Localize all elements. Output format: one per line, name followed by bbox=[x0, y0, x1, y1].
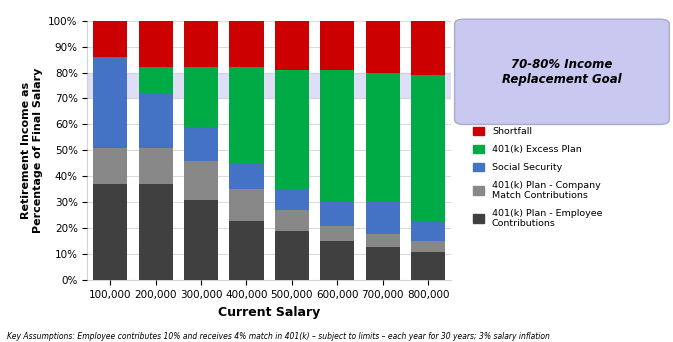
Bar bbox=[184, 67, 218, 127]
Bar bbox=[320, 202, 355, 226]
Bar bbox=[411, 75, 446, 221]
Bar bbox=[275, 210, 309, 231]
Y-axis label: Retirement Income as
Percentage of Final Salary: Retirement Income as Percentage of Final… bbox=[21, 68, 42, 233]
Bar bbox=[275, 21, 309, 70]
Bar bbox=[139, 67, 173, 93]
Bar bbox=[275, 231, 309, 280]
Bar bbox=[93, 148, 127, 184]
Bar bbox=[411, 252, 446, 280]
Bar bbox=[320, 21, 355, 70]
Bar bbox=[229, 189, 264, 221]
Bar bbox=[229, 21, 264, 67]
Legend: Shortfall, 401(k) Excess Plan, Social Security, 401(k) Plan - Company
Match Cont: Shortfall, 401(k) Excess Plan, Social Se… bbox=[470, 124, 605, 231]
Bar bbox=[184, 21, 218, 67]
Bar bbox=[229, 163, 264, 189]
Text: Key Assumptions: Employee contributes 10% and receives 4% match in 401(k) – subj: Key Assumptions: Employee contributes 10… bbox=[7, 332, 550, 342]
Bar bbox=[411, 241, 446, 252]
Bar bbox=[365, 73, 400, 202]
Bar bbox=[320, 241, 355, 280]
Bar bbox=[365, 202, 400, 234]
Bar bbox=[139, 93, 173, 148]
Bar bbox=[275, 189, 309, 210]
Bar bbox=[139, 148, 173, 184]
Bar bbox=[275, 70, 309, 189]
Bar bbox=[411, 21, 446, 75]
Bar bbox=[93, 21, 127, 57]
Bar bbox=[184, 127, 218, 161]
Bar bbox=[365, 234, 400, 247]
Bar bbox=[365, 247, 400, 280]
Bar bbox=[87, 73, 451, 98]
Bar bbox=[93, 184, 127, 280]
Bar bbox=[93, 57, 127, 148]
Bar bbox=[320, 226, 355, 241]
Bar bbox=[411, 221, 446, 241]
Bar bbox=[139, 21, 173, 67]
Bar bbox=[365, 21, 400, 73]
Bar bbox=[229, 67, 264, 163]
FancyBboxPatch shape bbox=[454, 19, 669, 124]
Bar bbox=[320, 70, 355, 202]
Bar bbox=[184, 200, 218, 280]
Bar bbox=[139, 184, 173, 280]
Bar bbox=[184, 161, 218, 200]
Text: 70-80% Income
Replacement Goal: 70-80% Income Replacement Goal bbox=[502, 58, 622, 86]
Bar bbox=[229, 221, 264, 280]
X-axis label: Current Salary: Current Salary bbox=[218, 306, 320, 319]
